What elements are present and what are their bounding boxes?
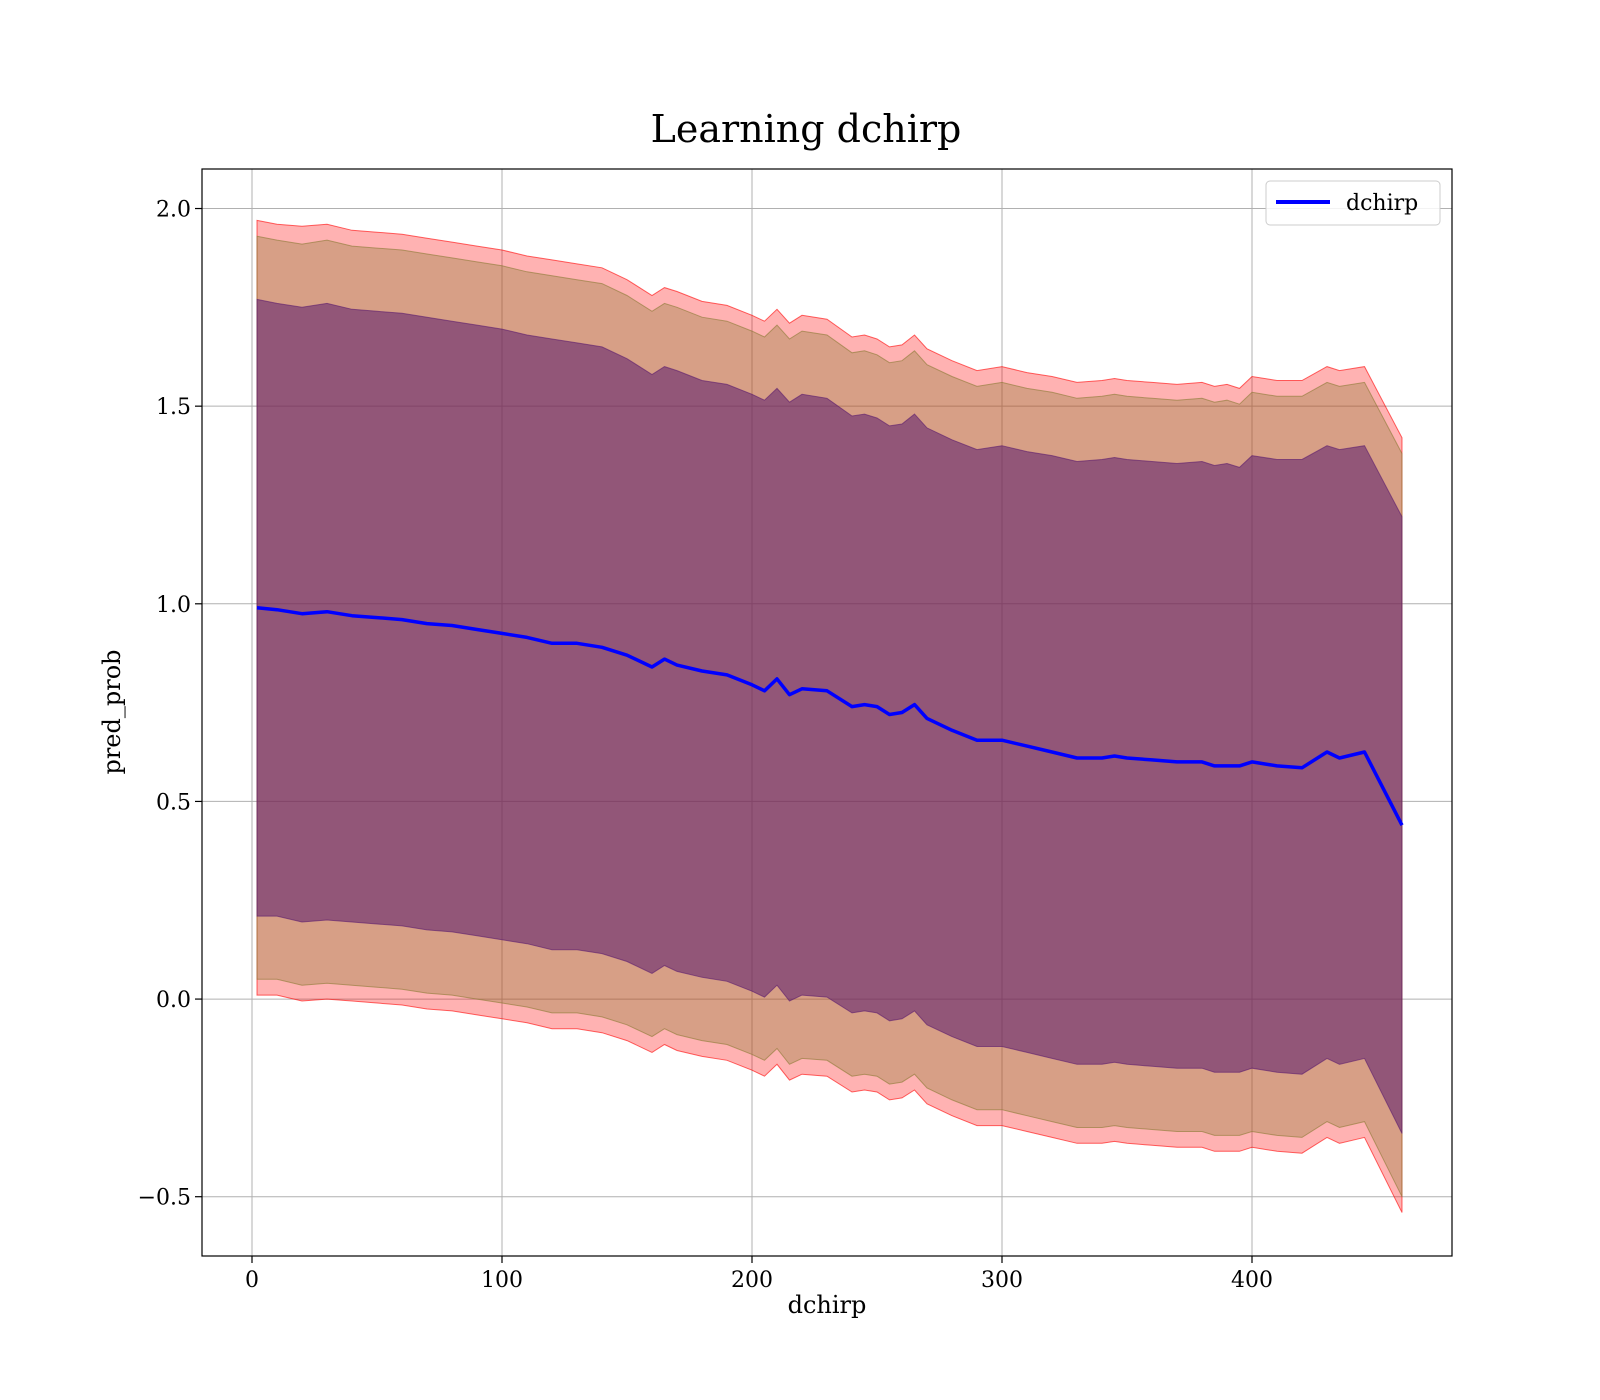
y-tick-label: 2.0 [156, 198, 191, 223]
confidence-band-2 [256, 298, 1403, 1134]
x-tick-label: 100 [481, 1268, 523, 1293]
y-tick-label: −0.5 [138, 1186, 191, 1211]
legend-label: dchirp [1346, 191, 1418, 216]
legend-box [1265, 180, 1441, 226]
x-tick-label: 0 [245, 1268, 259, 1293]
x-axis-ticks: 0 100 200 300 400 [245, 1256, 1273, 1293]
x-tick-label: 400 [1231, 1268, 1273, 1293]
confidence-bands [256, 219, 1403, 1213]
chart-title: Learning dchirp [651, 107, 962, 151]
x-tick-label: 300 [981, 1268, 1023, 1293]
legend: dchirp [1265, 180, 1441, 226]
y-axis-ticks: −0.5 0.0 0.5 1.0 1.5 2.0 [138, 198, 202, 1211]
plot-area: 0 100 200 300 400 −0.5 0.0 0.5 1.0 1.5 2.0 [138, 168, 1453, 1293]
series-line-0 [256, 606, 1404, 826]
y-tick-label: 1.5 [156, 395, 191, 420]
y-tick-label: 0.5 [156, 790, 191, 815]
plot-frame [201, 168, 1453, 1257]
x-tick-label: 200 [731, 1268, 773, 1293]
x-axis-label: dchirp [788, 1291, 867, 1319]
y-axis-label: pred_prob [98, 649, 126, 774]
y-tick-label: 0.0 [156, 988, 191, 1013]
y-tick-label: 1.0 [156, 593, 191, 618]
series-lines [256, 606, 1404, 826]
